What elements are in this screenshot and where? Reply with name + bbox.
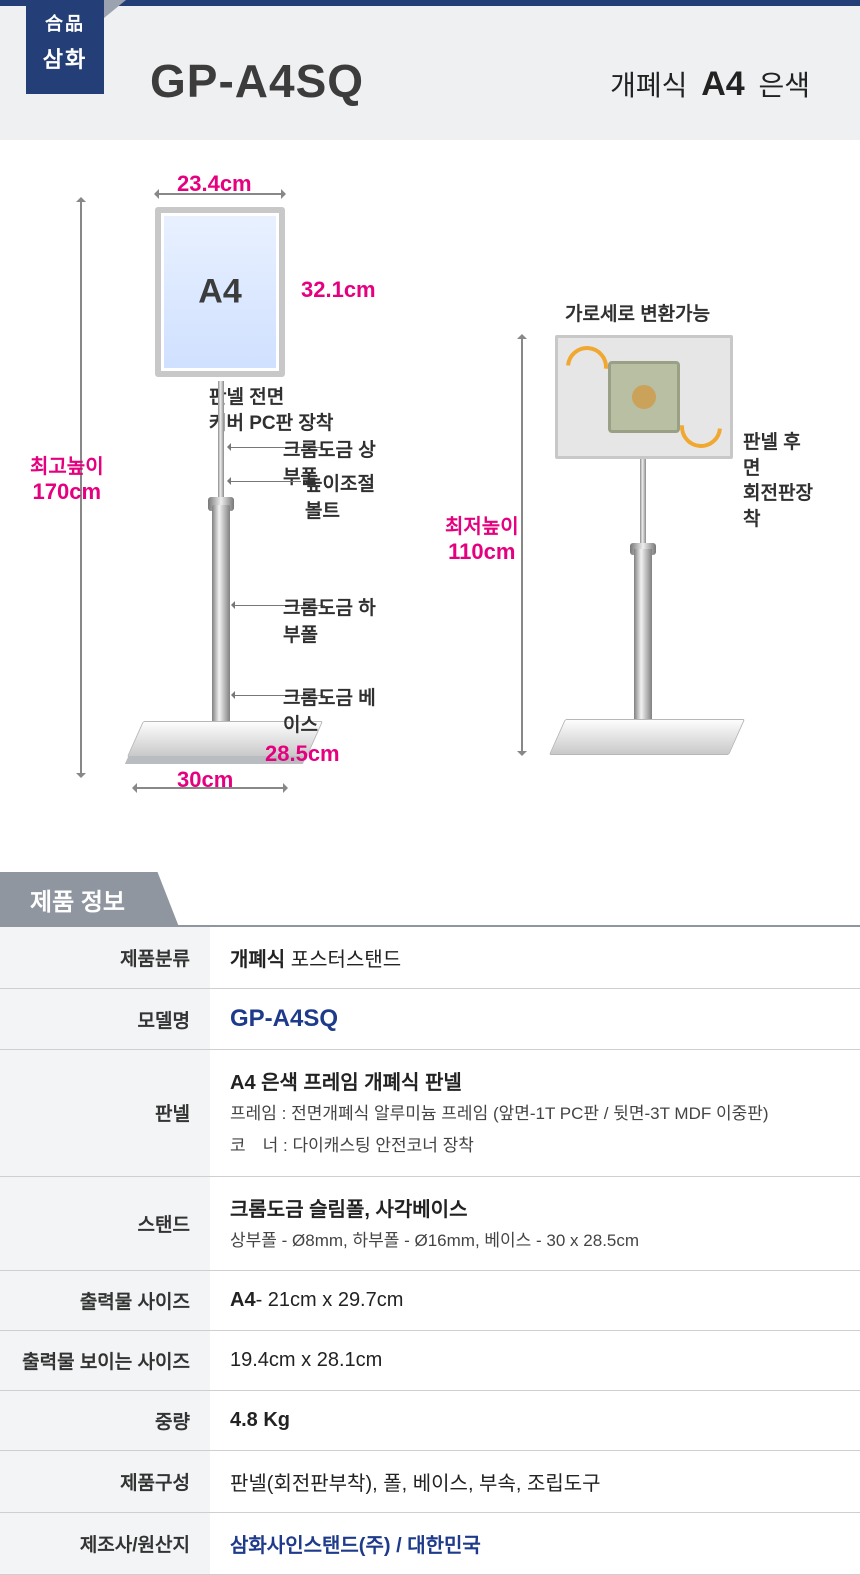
spec-value-stand: 크롬도금 슬림폴, 사각베이스 상부폴 - Ø8mm, 하부폴 - Ø16mm,… [210, 1176, 860, 1270]
spec-stand-l1: 상부폴 - Ø8mm, 하부폴 - Ø16mm, 베이스 - 30 x 28.5… [230, 1228, 840, 1254]
product-front-view: 23.4cm A4 32.1cm 판넬 전면 커버 PC판 장착 크롬도금 상부… [125, 185, 385, 805]
table-row: 모델명 GP-A4SQ [0, 989, 860, 1050]
logo-korean: 삼화 [26, 42, 104, 74]
base-plate-back [549, 719, 745, 755]
note-back-l1: 판넬 후면 [743, 430, 815, 481]
logo-glyph: 合品 [26, 10, 104, 36]
table-row: 제조사/원산지 삼화사인스탠드(주) / 대한민국 [0, 1513, 860, 1575]
table-row: 중량 4.8 Kg [0, 1391, 860, 1451]
min-height-label: 최저높이 110cm [445, 510, 519, 565]
upper-pole-back [640, 459, 646, 549]
dimension-arrow-min-height [521, 337, 523, 753]
label-lower-pole: 크롬도금 하부폴 [283, 593, 385, 647]
frame-width-value: 23.4cm [177, 171, 252, 197]
frame-height-value: 32.1cm [301, 277, 376, 303]
max-height-text: 최고높이 [30, 450, 104, 479]
table-row: 출력물 사이즈 A4- 21cm x 29.7cm [0, 1271, 860, 1331]
spec-label-mfr: 제조사/원산지 [0, 1513, 210, 1575]
subtitle-a4: A4 [701, 65, 744, 103]
note-pc-cover-l2: 커버 PC판 장착 [209, 411, 333, 437]
subtitle-suffix: 은색 [758, 70, 810, 101]
spec-value-mfr: 삼화사인스탠드(주) / 대한민국 [210, 1513, 860, 1575]
note-back: 판넬 후면 회전판장착 [743, 430, 815, 533]
note-pc-cover-l1: 판넬 전면 [209, 385, 333, 411]
label-adjust-bolt: 높이조절볼트 [305, 469, 385, 523]
brand-logo: 合品 삼화 [26, 0, 104, 94]
model-title: GP-A4SQ [150, 54, 364, 108]
spec-label-stand: 스탠드 [0, 1176, 210, 1270]
logo-fold-icon [104, 0, 126, 18]
spec-label-weight: 중량 [0, 1391, 210, 1451]
note-pc-cover: 판넬 전면 커버 PC판 장착 [209, 385, 333, 436]
spec-value-model: GP-A4SQ [210, 989, 860, 1050]
rotate-arrow-icon [671, 397, 730, 456]
spec-value-category: 개폐식 포스터스탠드 [210, 927, 860, 989]
spec-value-category-b: 개폐식 [230, 949, 285, 971]
spec-panel-l2: 코 너 : 다이캐스팅 안전코너 장착 [230, 1133, 840, 1159]
spec-section: 제품 정보 제품분류 개폐식 포스터스탠드 모델명 GP-A4SQ 판넬 A4 … [0, 872, 860, 1575]
product-back-view: 최저높이 110cm 판넬 후면 회전판장착 [555, 315, 815, 805]
spec-value-model-text: GP-A4SQ [230, 1005, 338, 1032]
a4-frame: A4 [155, 207, 285, 377]
table-row: 제품분류 개폐식 포스터스탠드 [0, 927, 860, 989]
rotation-plate [608, 361, 680, 433]
table-row: 제품구성 판넬(회전판부착), 폴, 베이스, 부속, 조립도구 [0, 1451, 860, 1513]
subtitle-prefix: 개폐식 [610, 70, 687, 101]
dimension-diagram: 최고높이 170cm 23.4cm A4 32.1cm 판넬 전면 커버 PC판… [0, 140, 860, 860]
max-height-value: 170cm [30, 479, 104, 505]
spec-mfr-text: 삼화사인스탠드(주) / 대한민국 [230, 1535, 481, 1557]
spec-table: 제품분류 개폐식 포스터스탠드 모델명 GP-A4SQ 판넬 A4 은색 프레임… [0, 927, 860, 1575]
label-lower-pole-text: 크롬도금 하부폴 [283, 598, 376, 646]
spec-label-visible: 출력물 보이는 사이즈 [0, 1331, 210, 1391]
model-subtitle: 개폐식 A4 은색 [610, 64, 810, 104]
base-width-value: 30cm [177, 767, 233, 793]
spec-value-visible: 19.4cm x 28.1cm [210, 1331, 860, 1391]
spec-value-print: A4- 21cm x 29.7cm [210, 1271, 860, 1331]
header: 合品 삼화 GP-A4SQ 개폐식 A4 은색 [0, 0, 860, 140]
table-row: 출력물 보이는 사이즈 19.4cm x 28.1cm [0, 1331, 860, 1391]
table-row: 스탠드 크롬도금 슬림폴, 사각베이스 상부폴 - Ø8mm, 하부폴 - Ø1… [0, 1176, 860, 1270]
spec-label-contents: 제품구성 [0, 1451, 210, 1513]
spec-print-b: A4 [230, 1289, 256, 1311]
spec-weight-b: 4.8 Kg [230, 1409, 290, 1431]
table-row: 판넬 A4 은색 프레임 개폐식 판넬 프레임 : 전면개폐식 알루미늄 프레임… [0, 1050, 860, 1177]
spec-panel-l1: 프레임 : 전면개폐식 알루미늄 프레임 (앞면-1T PC판 / 뒷면-3T … [230, 1101, 840, 1127]
a4-frame-label: A4 [198, 273, 241, 312]
spec-label-category: 제품분류 [0, 927, 210, 989]
label-base: 크롬도금 베이스 [283, 683, 385, 737]
spec-print-r: - 21cm x 29.7cm [256, 1289, 404, 1311]
spec-value-panel: A4 은색 프레임 개폐식 판넬 프레임 : 전면개폐식 알루미늄 프레임 (앞… [210, 1050, 860, 1177]
min-height-value: 110cm [445, 539, 519, 565]
label-base-text: 크롬도금 베이스 [283, 688, 376, 736]
spec-value-weight: 4.8 Kg [210, 1391, 860, 1451]
min-height-text: 최저높이 [445, 510, 519, 539]
spec-title: 제품 정보 [0, 872, 179, 927]
spec-value-category-r: 포스터스탠드 [285, 949, 401, 971]
note-back-l2: 회전판장착 [743, 481, 815, 532]
base-depth-value: 28.5cm [265, 741, 340, 767]
pointer-adjust-bolt [229, 481, 301, 482]
max-height-label: 최고높이 170cm [30, 450, 104, 505]
lower-pole-back [634, 549, 652, 725]
spec-label-panel: 판넬 [0, 1050, 210, 1177]
spec-value-contents: 판넬(회전판부착), 폴, 베이스, 부속, 조립도구 [210, 1451, 860, 1513]
spec-stand-head: 크롬도금 슬림폴, 사각베이스 [230, 1199, 467, 1221]
spec-panel-head: A4 은색 프레임 개폐식 판넬 [230, 1072, 462, 1094]
a4-frame-back [555, 335, 733, 459]
spec-label-print: 출력물 사이즈 [0, 1271, 210, 1331]
spec-label-model: 모델명 [0, 989, 210, 1050]
